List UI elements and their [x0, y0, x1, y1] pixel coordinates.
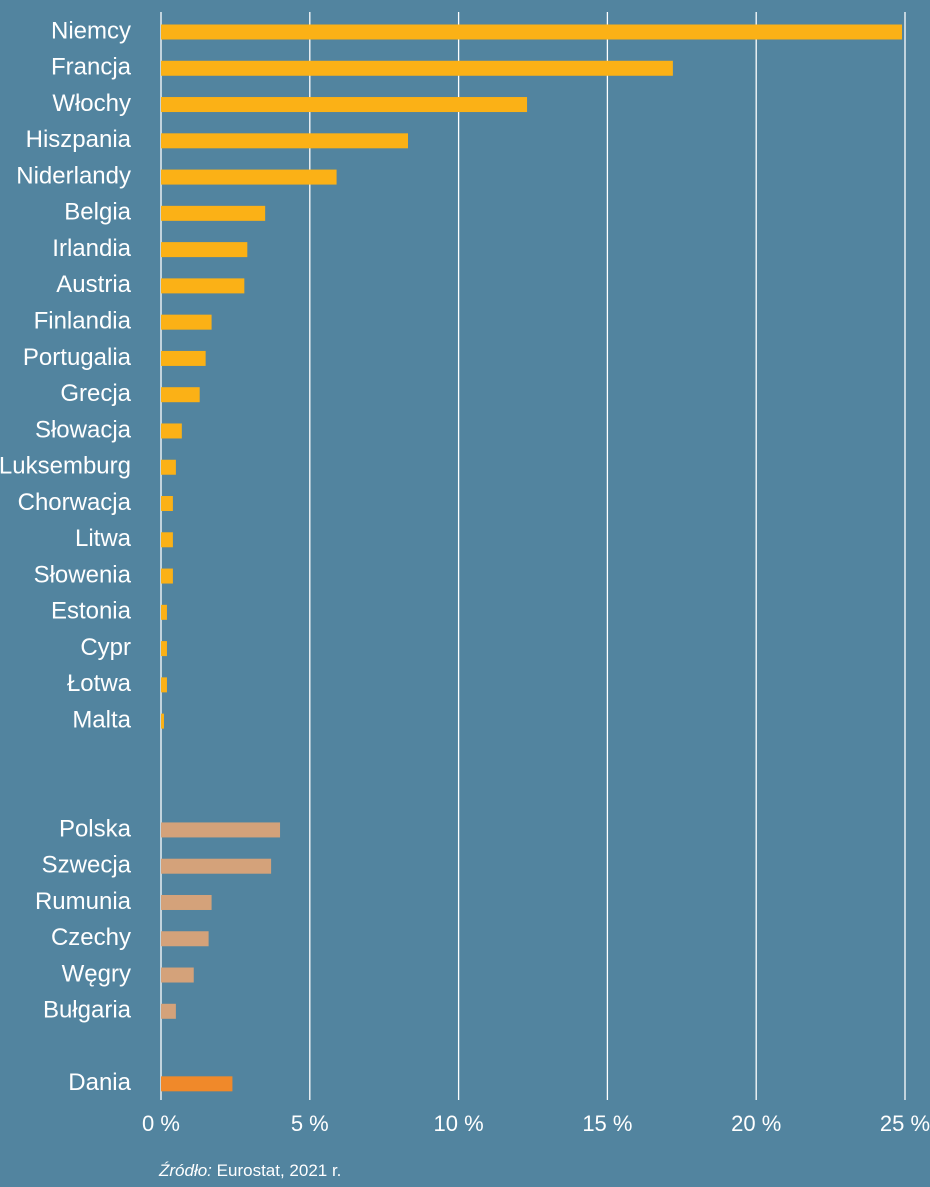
bar: [161, 24, 903, 40]
category-label: Słowenia: [34, 561, 132, 588]
bar: [161, 169, 337, 185]
bar: [161, 677, 167, 693]
source-label: Źródło:: [158, 1161, 212, 1180]
category-label: Francja: [51, 54, 132, 81]
bar: [161, 822, 281, 838]
bar: [161, 858, 272, 874]
bar: [161, 242, 248, 258]
category-label: Niemcy: [51, 17, 131, 44]
category-label: Niderlandy: [16, 162, 131, 189]
category-label: Włochy: [52, 90, 131, 117]
bar: [161, 532, 173, 548]
bar: [161, 97, 528, 113]
category-label: Portugalia: [23, 344, 132, 371]
bar: [161, 314, 212, 330]
category-label: Dania: [68, 1069, 131, 1096]
x-tick-label: 10 %: [434, 1111, 484, 1136]
bar: [161, 423, 182, 439]
bar: [161, 60, 673, 76]
bar: [161, 1003, 176, 1019]
category-label: Luksemburg: [0, 453, 131, 480]
category-label: Słowacja: [35, 416, 132, 443]
category-label: Bułgaria: [43, 997, 132, 1024]
bar: [161, 894, 212, 910]
bar: [161, 604, 167, 620]
category-label: Litwa: [75, 525, 132, 552]
category-label: Łotwa: [67, 670, 132, 697]
category-label: Irlandia: [52, 235, 131, 262]
source: Źródło: Eurostat, 2021 r.: [158, 1161, 341, 1180]
category-label: Grecja: [60, 380, 131, 407]
category-label: Chorwacja: [18, 489, 132, 516]
bar: [161, 350, 206, 366]
x-tick-label: 0 %: [142, 1111, 180, 1136]
bar: [161, 459, 176, 475]
bar: [161, 496, 173, 512]
category-label: Malta: [72, 706, 131, 733]
x-tick-label: 20 %: [731, 1111, 781, 1136]
category-label: Węgry: [62, 960, 131, 987]
x-tick-label: 5 %: [291, 1111, 329, 1136]
bar: [161, 967, 194, 983]
category-label: Belgia: [64, 199, 131, 226]
category-label: Rumunia: [35, 888, 132, 915]
bar: [161, 205, 266, 221]
category-label: Estonia: [51, 598, 132, 625]
category-label: Czechy: [51, 924, 131, 951]
bar: [161, 568, 173, 584]
source-text: Eurostat, 2021 r.: [217, 1161, 342, 1180]
bar: [161, 641, 167, 657]
category-label: Polska: [59, 815, 132, 842]
bar: [161, 931, 209, 947]
category-label: Finlandia: [34, 308, 132, 335]
bar: [161, 278, 245, 294]
bar: [161, 713, 164, 729]
x-tick-label: 25 %: [880, 1111, 930, 1136]
category-label: Cypr: [80, 634, 131, 661]
bar: [161, 1076, 233, 1092]
category-label: Hiszpania: [26, 126, 132, 153]
bar: [161, 133, 409, 149]
category-label: Austria: [56, 271, 131, 298]
x-tick-label: 15 %: [582, 1111, 632, 1136]
category-label: Szwecja: [42, 852, 132, 879]
bar: [161, 387, 200, 403]
